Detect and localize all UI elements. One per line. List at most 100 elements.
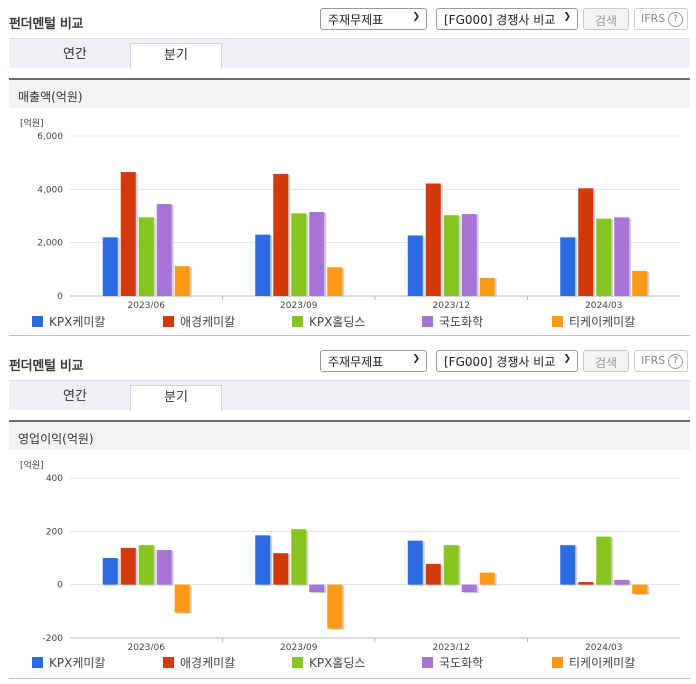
y-axis-unit: [억원]: [20, 117, 44, 129]
bar: [138, 217, 154, 296]
legend-item[interactable]: 국도화학: [422, 313, 483, 330]
legend-swatch: [422, 657, 433, 668]
chevron-down-icon: ❯: [563, 12, 571, 22]
legend-item[interactable]: 국도화학: [422, 654, 483, 671]
bar: [578, 582, 594, 585]
peer-group-select[interactable]: [FG000] 경쟁사 비교 ❯: [436, 8, 578, 30]
ifrs-label: IFRS: [641, 354, 666, 367]
legend-swatch: [32, 657, 43, 668]
legend-label: 애경케미칼: [180, 656, 236, 670]
bar: [309, 584, 325, 593]
bar: [614, 579, 630, 585]
bar: [291, 529, 307, 585]
y-tick-label: 0: [57, 292, 63, 302]
legend-label: KPX홀딩스: [309, 315, 366, 329]
bar: [327, 267, 343, 296]
chart-legend: KPX케미칼 애경케미칼 KPX홀딩스 국도화학 티케이케미칼: [32, 654, 682, 670]
tab-annual[interactable]: 연간: [63, 389, 87, 404]
ifrs-help-button[interactable]: IFRS ?: [634, 350, 688, 372]
legend-label: KPX케미칼: [49, 656, 106, 670]
bar: [120, 172, 136, 296]
bar: [102, 558, 118, 585]
bar: [632, 270, 648, 296]
search-button[interactable]: 검색: [583, 8, 629, 30]
bar: [461, 584, 477, 593]
panel-header: 펀더멘털 비교 주재무제표 ❯ [FG000] 경쟁사 비교 ❯ 검색 IFRS…: [0, 342, 696, 378]
bar: [309, 212, 325, 296]
bar: [255, 535, 271, 585]
y-tick-label: 400: [46, 474, 63, 484]
chevron-down-icon: ❯: [412, 354, 420, 364]
legend-item[interactable]: 티케이케미칼: [552, 313, 635, 330]
legend-label: 티케이케미칼: [569, 315, 636, 329]
bar: [255, 234, 271, 296]
peer-group-select[interactable]: [FG000] 경쟁사 비교 ❯: [436, 350, 578, 372]
tab-quarterly[interactable]: 분기: [130, 385, 222, 411]
bar: [425, 563, 441, 585]
bar: [425, 183, 441, 296]
divider: [9, 678, 690, 679]
legend-label: 국도화학: [439, 656, 484, 670]
ifrs-help-button[interactable]: IFRS ?: [634, 8, 688, 30]
legend-swatch: [163, 657, 174, 668]
legend-item[interactable]: KPX케미칼: [32, 313, 105, 330]
statement-type-select[interactable]: 주재무제표 ❯: [320, 8, 427, 30]
bar: [560, 545, 576, 585]
ifrs-label: IFRS: [641, 12, 666, 25]
y-tick-label: 6,000: [37, 132, 63, 142]
legend-item[interactable]: KPX케미칼: [32, 654, 105, 671]
statement-type-select[interactable]: 주재무제표 ❯: [320, 350, 427, 372]
y-tick-label: -200: [43, 634, 64, 644]
bar: [461, 214, 477, 296]
legend-swatch: [32, 316, 43, 327]
legend-item[interactable]: 애경케미칼: [163, 654, 235, 671]
panel-title: 펀더멘털 비교: [9, 359, 84, 374]
statement-type-value: 주재무제표: [328, 13, 384, 27]
legend-item[interactable]: 티케이케미칼: [552, 654, 635, 671]
bar: [407, 540, 423, 585]
revenue-chart: [억원] 0 2,000 4,000 6,000 2023/06 2023/09 2023/1…: [20, 117, 680, 308]
y-tick-label: 200: [46, 527, 63, 537]
bar: [327, 584, 343, 629]
bar: [407, 235, 423, 296]
legend-swatch: [292, 316, 303, 327]
bar: [578, 188, 594, 296]
section-title: 매출액(억원): [9, 78, 690, 108]
bar: [174, 266, 190, 296]
bar: [632, 584, 648, 594]
search-button[interactable]: 검색: [583, 350, 629, 372]
panel-title: 펀더멘털 비교: [9, 17, 84, 32]
legend-item[interactable]: 애경케미칼: [163, 313, 235, 330]
fundamental-panel-revenue: 펀더멘털 비교 주재무제표 ❯ [FG000] 경쟁사 비교 ❯ 검색 IFRS…: [0, 0, 696, 340]
tab-quarterly[interactable]: 분기: [130, 43, 222, 69]
peer-group-value: [FG000] 경쟁사 비교: [444, 13, 556, 27]
x-tick-label: 2023/06: [128, 301, 166, 308]
bar: [596, 218, 612, 296]
bar: [156, 204, 172, 296]
y-axis-unit: [억원]: [20, 459, 44, 471]
x-tick-label: 2024/03: [585, 643, 622, 650]
x-tick-label: 2023/09: [280, 643, 318, 650]
bar: [560, 237, 576, 296]
bar: [138, 545, 154, 585]
legend-swatch: [552, 657, 563, 668]
bar: [102, 237, 118, 296]
chevron-down-icon: ❯: [563, 354, 571, 364]
legend-item[interactable]: KPX홀딩스: [292, 654, 365, 671]
bar: [443, 215, 459, 296]
bar: [596, 536, 612, 585]
legend-label: KPX홀딩스: [309, 656, 366, 670]
period-tabs: 연간 분기: [9, 38, 690, 69]
legend-swatch: [292, 657, 303, 668]
period-tabs: 연간 분기: [9, 380, 690, 411]
bar: [443, 545, 459, 585]
legend-swatch: [552, 316, 563, 327]
x-tick-label: 2023/12: [433, 301, 470, 308]
tab-annual[interactable]: 연간: [63, 47, 87, 62]
operating-profit-chart: [억원] -200 0 200 400 2023/06 2023/09 2023/12 2024…: [20, 459, 680, 650]
legend-item[interactable]: KPX홀딩스: [292, 313, 365, 330]
y-tick-label: 4,000: [37, 185, 63, 195]
legend-label: 티케이케미칼: [569, 656, 636, 670]
y-tick-label: 2,000: [37, 239, 63, 249]
bar: [479, 572, 495, 585]
